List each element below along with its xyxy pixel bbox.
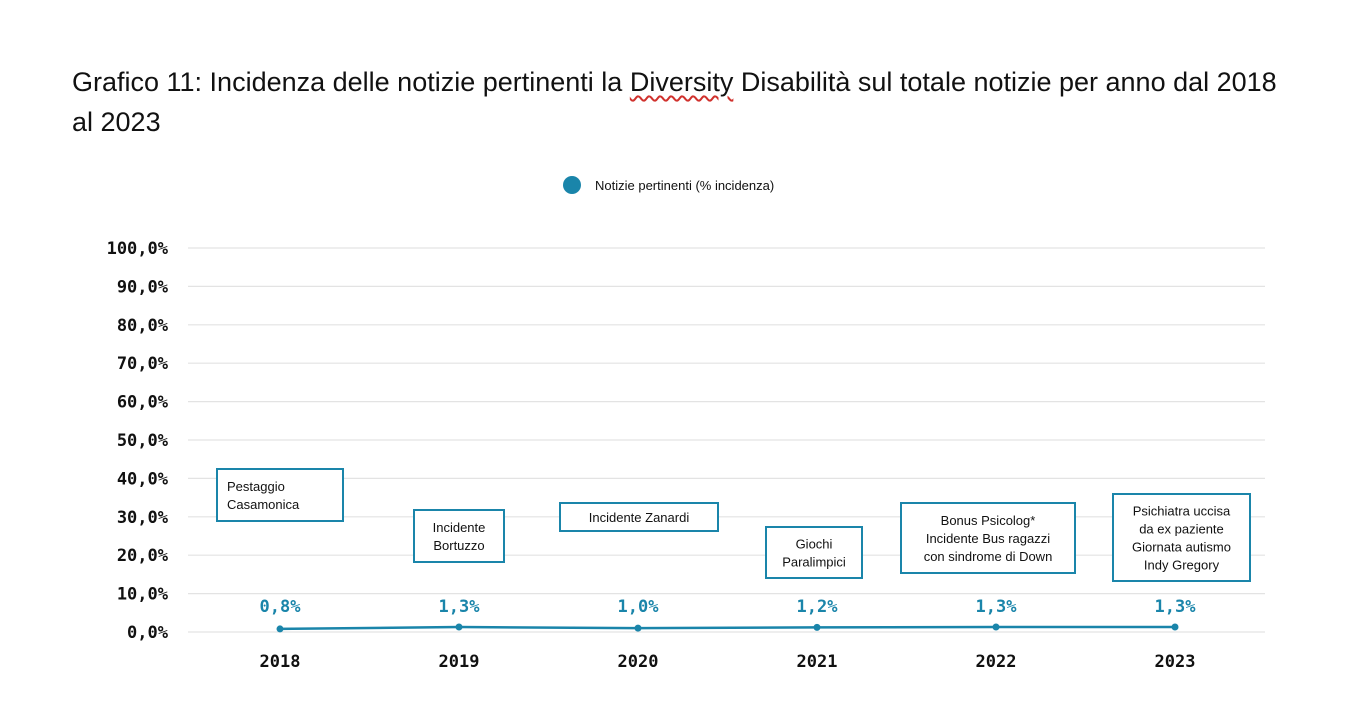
data-label: 1,2% xyxy=(797,597,839,617)
annotation-text: Giochi xyxy=(796,537,833,552)
annotation-text: Incidente Zanardi xyxy=(589,510,690,525)
annotation-text: Bonus Psicolog* xyxy=(941,513,1036,528)
data-point xyxy=(455,623,463,631)
annotation-text: Casamonica xyxy=(227,497,300,512)
annotation-box xyxy=(765,526,863,579)
data-point xyxy=(276,625,284,633)
annotation-text: Psichiatra uccisa xyxy=(1133,504,1231,519)
annotation-box xyxy=(559,502,719,532)
x-tick-label: 2020 xyxy=(618,652,659,672)
x-tick-label: 2023 xyxy=(1155,652,1196,672)
y-tick-label: 60,0% xyxy=(117,393,169,413)
y-tick-label: 50,0% xyxy=(117,431,169,451)
annotation-box xyxy=(413,509,505,563)
annotation-box xyxy=(1112,493,1251,582)
spellcheck-underlined-word: Diversity xyxy=(629,67,734,97)
annotation-text: Bortuzzo xyxy=(433,538,484,553)
x-tick-label: 2019 xyxy=(439,652,480,672)
x-tick-label: 2022 xyxy=(976,652,1017,672)
data-label: 1,0% xyxy=(618,597,660,617)
legend-marker-icon xyxy=(563,176,581,194)
data-label: 0,8% xyxy=(260,597,302,617)
chart-title: Grafico 11: Incidenza delle notizie pert… xyxy=(72,67,1277,137)
y-tick-label: 30,0% xyxy=(117,508,169,528)
data-point xyxy=(992,623,1000,631)
annotation-text: da ex paziente xyxy=(1139,522,1224,537)
legend: Notizie pertinenti (% incidenza) xyxy=(563,176,774,194)
y-tick-label: 10,0% xyxy=(117,585,169,605)
data-point xyxy=(634,624,642,632)
y-tick-label: 80,0% xyxy=(117,316,169,336)
annotation-box xyxy=(216,468,344,522)
annotation-text: Incidente xyxy=(433,520,486,535)
annotation-text: Incidente Bus ragazzi xyxy=(926,531,1050,546)
data-label: 1,3% xyxy=(1155,597,1197,617)
annotation-text: Indy Gregory xyxy=(1144,558,1220,573)
annotation-text: Paralimpici xyxy=(782,555,846,570)
y-tick-label: 90,0% xyxy=(117,277,169,297)
data-label: 1,3% xyxy=(439,597,481,617)
y-tick-label: 70,0% xyxy=(117,354,169,374)
legend-label: Notizie pertinenti (% incidenza) xyxy=(595,177,775,193)
y-tick-label: 0,0% xyxy=(127,623,169,643)
x-tick-label: 2018 xyxy=(260,652,301,672)
annotation-box xyxy=(900,502,1076,574)
data-point xyxy=(1171,623,1179,631)
x-tick-label: 2021 xyxy=(797,652,838,672)
data-point xyxy=(813,623,821,631)
series-line xyxy=(279,625,1175,631)
y-tick-label: 20,0% xyxy=(117,546,169,566)
y-tick-label: 100,0% xyxy=(107,239,169,259)
annotation-text: Giornata autismo xyxy=(1132,540,1231,555)
y-tick-label: 40,0% xyxy=(117,469,169,489)
annotation-text: con sindrome di Down xyxy=(924,549,1053,564)
data-label: 1,3% xyxy=(976,597,1018,617)
annotation-text: Pestaggio xyxy=(227,479,285,494)
